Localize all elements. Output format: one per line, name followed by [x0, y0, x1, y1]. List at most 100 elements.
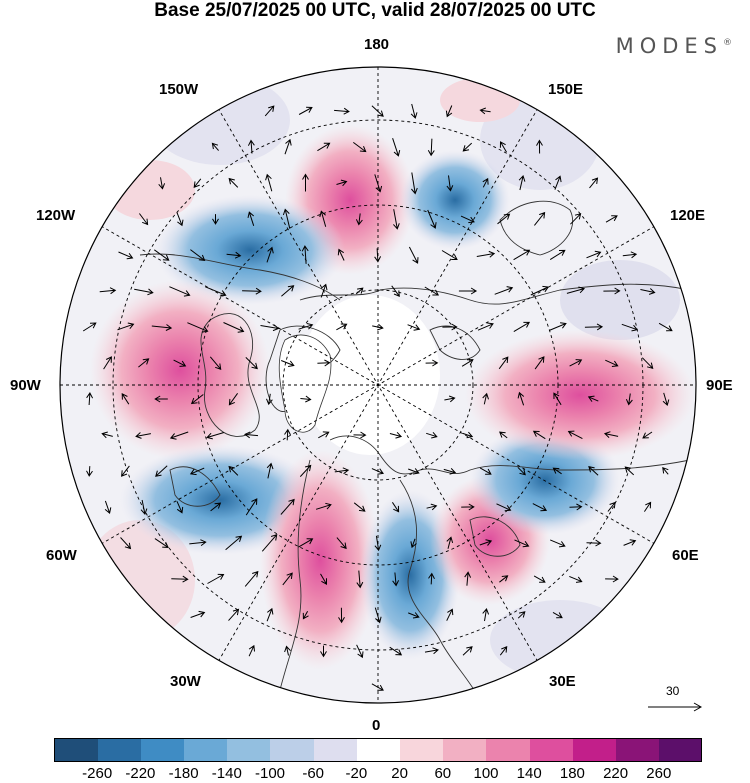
wind-vector — [444, 395, 456, 403]
anom-negative-alaska — [155, 195, 345, 305]
wind-vector — [624, 466, 635, 476]
wind-vector — [266, 246, 274, 263]
wind-vector — [553, 392, 562, 406]
anom-weak-3 — [560, 260, 680, 340]
wind-vector — [336, 323, 348, 331]
wind-vector — [458, 287, 478, 295]
anom-positive-central-asia — [465, 330, 695, 460]
colorbar-tick-label: 100 — [473, 765, 499, 782]
colorbar-tick-label: -180 — [168, 765, 199, 782]
wind-vector — [494, 286, 514, 295]
wind-vector — [392, 138, 401, 157]
wind-vector — [425, 359, 439, 367]
colorbar-tick-label: -20 — [345, 765, 368, 782]
wind-vector — [603, 287, 621, 295]
lon-label-60e: 60E — [672, 547, 699, 564]
wind-vector — [641, 357, 654, 370]
wind-vector — [228, 393, 239, 406]
wind-vector — [534, 356, 545, 370]
wind-vector — [517, 391, 525, 406]
wind-vector — [225, 535, 243, 551]
wind-vector — [443, 468, 457, 475]
wind-vector — [410, 538, 417, 549]
wind-vector — [210, 502, 222, 512]
wind-vector — [134, 288, 154, 296]
wind-vector — [284, 428, 291, 441]
wind-vector — [317, 359, 331, 367]
wind-vector — [569, 359, 583, 367]
wind-vectors — [82, 103, 673, 691]
wind-vector — [482, 392, 489, 405]
wind-vector — [513, 321, 531, 333]
wind-vector — [446, 536, 454, 549]
wind-vector — [374, 535, 382, 552]
wind-vector — [315, 502, 332, 510]
wind-vector — [499, 431, 508, 439]
wind-vector — [101, 431, 113, 439]
wind-vector — [532, 503, 548, 512]
wind-vector — [569, 575, 583, 583]
wind-vector — [337, 248, 345, 261]
wind-vector — [408, 246, 419, 264]
wind-vector — [605, 359, 619, 367]
wind-vector — [138, 213, 149, 226]
wind-vector — [320, 645, 327, 658]
wind-vector — [244, 570, 259, 587]
wind-vector — [207, 573, 225, 584]
wind-vector — [211, 142, 219, 151]
wind-vector — [284, 138, 292, 155]
reference-vector — [648, 702, 703, 712]
wind-vector — [86, 392, 94, 406]
wind-vector — [462, 431, 474, 439]
lon-label-90w: 90W — [10, 377, 41, 394]
wind-vector — [586, 539, 602, 547]
wind-vector — [517, 611, 526, 619]
wind-vector — [621, 323, 639, 332]
wind-vector — [120, 537, 132, 550]
wind-vector — [374, 174, 383, 193]
wind-vector — [206, 432, 225, 440]
wind-vector — [514, 539, 530, 548]
colorbar-cell — [54, 738, 98, 762]
wind-vector — [320, 283, 328, 298]
wind-vector — [226, 251, 242, 259]
wind-vector — [374, 248, 382, 263]
wind-vector — [318, 431, 330, 439]
anom-weak-7 — [440, 78, 520, 122]
wind-vector — [446, 608, 454, 621]
wind-vector — [589, 177, 599, 189]
colorbar-cell — [658, 738, 703, 762]
wind-vector — [426, 503, 438, 511]
wind-vector — [300, 395, 312, 403]
colorbar-tick-label: 60 — [434, 765, 452, 782]
colorbar-tick-label: -220 — [125, 765, 156, 782]
wind-vector — [532, 430, 546, 440]
wind-vector — [336, 179, 348, 187]
wind-vector — [476, 250, 496, 258]
wind-vector — [461, 359, 474, 367]
colorbar-cell — [140, 738, 185, 762]
wind-vector — [550, 539, 566, 548]
map-title: Base 25/07/2025 00 UTC, valid 28/07/2025… — [154, 0, 596, 21]
wind-vector — [121, 392, 130, 405]
wind-vector — [408, 468, 420, 475]
wind-vector — [298, 538, 314, 548]
wind-vector — [121, 465, 130, 477]
wind-vector — [462, 646, 473, 656]
colorbar-cell — [270, 738, 314, 762]
colorbar-cell — [572, 738, 617, 762]
wind-vector — [461, 503, 475, 511]
wind-vector — [280, 498, 295, 515]
wind-vector — [623, 539, 637, 546]
wind-vector — [552, 611, 563, 619]
wind-vector — [228, 177, 239, 188]
wind-vector — [622, 251, 638, 259]
wind-vector — [334, 467, 350, 475]
wind-vector — [549, 249, 566, 261]
wind-vector — [536, 139, 543, 154]
colorbar-cell — [615, 738, 660, 762]
wind-vector — [499, 575, 509, 583]
wind-vector — [281, 285, 295, 297]
wind-vector — [261, 533, 278, 552]
wind-vector — [248, 644, 255, 657]
